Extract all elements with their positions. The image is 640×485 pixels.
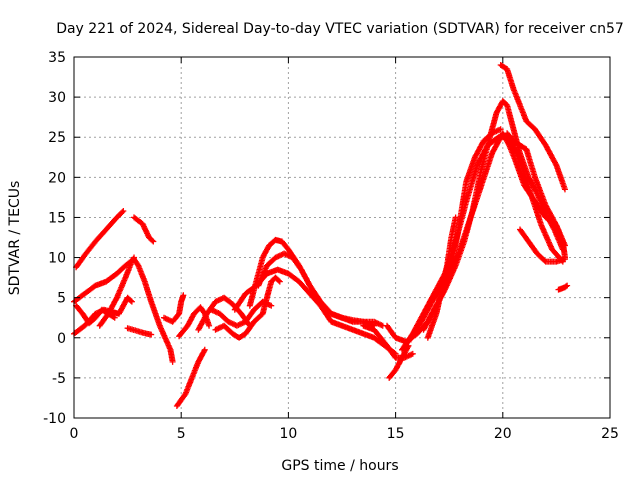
data-point-markers — [195, 294, 253, 333]
series-arc-a — [73, 208, 127, 271]
x-tick-label: 5 — [177, 426, 186, 442]
series-arc-g — [124, 325, 155, 338]
x-tick-label: 15 — [387, 426, 405, 442]
y-tick-label: -5 — [52, 371, 66, 387]
data-point-markers — [173, 346, 208, 409]
x-axis-title: GPS time / hours — [281, 458, 398, 474]
y-tick-label: 20 — [48, 170, 66, 186]
y-tick-label: 15 — [48, 210, 66, 226]
data-point-markers — [96, 254, 138, 329]
series-arc-z — [517, 226, 568, 265]
series-arc-y — [504, 130, 568, 249]
data-point-markers — [517, 226, 568, 265]
series-arc-aa — [555, 282, 571, 293]
series-arc-m — [212, 274, 283, 341]
plot-area-frame — [73, 56, 611, 419]
y-tick-label: 5 — [57, 291, 66, 307]
y-tick-label: 30 — [48, 90, 66, 106]
data-point-markers — [386, 342, 412, 381]
y-tick-label: 25 — [48, 130, 66, 146]
data-point-markers — [497, 62, 568, 193]
data-point-markers — [73, 208, 127, 271]
data-point-markers — [504, 130, 568, 249]
series-arc-w — [424, 214, 459, 341]
y-axis-title: SDTVAR / TECUs — [7, 181, 23, 296]
y-tick-label: -10 — [43, 411, 66, 427]
x-tick-label: 20 — [494, 426, 512, 442]
series-arc-r — [386, 342, 412, 381]
x-tick-label: 0 — [70, 426, 79, 442]
y-tick-label: 35 — [48, 50, 66, 66]
data-point-markers — [424, 214, 459, 341]
series-arc-b — [131, 214, 157, 245]
y-tick-label: 0 — [57, 331, 66, 347]
series-arc-j — [173, 346, 208, 409]
chart-title: Day 221 of 2024, Sidereal Day-to-day VTE… — [56, 21, 624, 37]
data-point-markers — [212, 274, 283, 341]
data-point-markers — [555, 282, 571, 293]
data-point-markers — [131, 214, 157, 245]
data-point-markers — [161, 292, 187, 325]
data-point-markers — [124, 325, 155, 338]
data-series — [71, 62, 571, 409]
series-arc-h — [161, 292, 187, 325]
x-tick-label: 25 — [601, 426, 619, 442]
series-arc-x — [497, 62, 568, 193]
series-arc-f — [96, 254, 138, 329]
axis-ticks: 0 5 10 15 20 25 -10 -5 0 5 10 15 20 25 30 35 — [43, 50, 619, 442]
series-arc-k — [195, 294, 253, 333]
y-tick-label: 10 — [48, 251, 66, 267]
x-tick-label: 10 — [279, 426, 297, 442]
series-arc-p — [255, 250, 386, 329]
data-point-markers — [255, 250, 386, 329]
